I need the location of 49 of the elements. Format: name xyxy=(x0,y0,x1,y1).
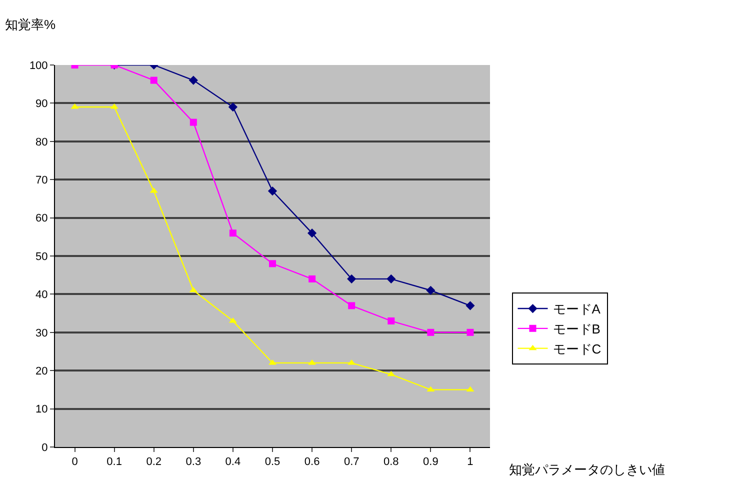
y-tick-label: 0 xyxy=(42,442,48,454)
x-axis-title: 知覚パラメータのしきい値 xyxy=(509,462,665,477)
point xyxy=(388,317,395,324)
point xyxy=(426,286,436,295)
point xyxy=(348,359,356,365)
point xyxy=(308,228,317,238)
x-tick-label: 0.5 xyxy=(264,456,280,468)
point xyxy=(229,230,236,237)
y-tick-label: 90 xyxy=(36,98,48,110)
x-tick-label: 0.6 xyxy=(304,456,320,468)
point xyxy=(466,328,474,336)
point xyxy=(190,118,197,126)
y-tick-label: 50 xyxy=(36,250,48,263)
y-tick-label: 60 xyxy=(36,212,48,225)
x-tick-label: 0 xyxy=(72,456,78,468)
x-tick-label: 1 xyxy=(467,456,474,468)
point xyxy=(308,359,316,365)
legend-label: モードA xyxy=(552,302,601,317)
x-tick-label: 0.7 xyxy=(344,456,360,468)
y-tick-label: 100 xyxy=(29,60,48,72)
y-tick-label: 20 xyxy=(36,365,48,378)
point xyxy=(348,302,356,310)
point xyxy=(386,274,396,284)
x-tick-label: 0.4 xyxy=(225,456,241,468)
point xyxy=(427,328,434,336)
x-tick-label: 0.3 xyxy=(186,456,202,468)
point xyxy=(466,301,475,310)
point xyxy=(347,274,356,284)
legend-label: モードB xyxy=(552,322,600,336)
y-tick-label: 40 xyxy=(36,289,48,302)
legend-label: モードC xyxy=(552,341,602,356)
x-tick-label: 0.1 xyxy=(106,456,122,468)
point xyxy=(189,286,198,292)
y-tick-label: 30 xyxy=(36,327,48,340)
y-tick-label: 70 xyxy=(36,174,48,186)
point xyxy=(150,76,158,84)
y-tick-label: 80 xyxy=(36,136,48,148)
x-tick-label: 0.9 xyxy=(423,456,438,468)
point xyxy=(228,317,237,323)
y-tick-label: 10 xyxy=(36,404,48,416)
point xyxy=(188,76,198,85)
x-tick-label: 0.2 xyxy=(146,456,162,468)
point xyxy=(269,260,276,268)
point xyxy=(268,186,278,196)
point xyxy=(308,275,316,282)
x-tick-label: 0.8 xyxy=(383,456,399,468)
y-axis-title: 知覚率% xyxy=(5,17,56,32)
point xyxy=(387,370,396,376)
point xyxy=(228,102,238,112)
